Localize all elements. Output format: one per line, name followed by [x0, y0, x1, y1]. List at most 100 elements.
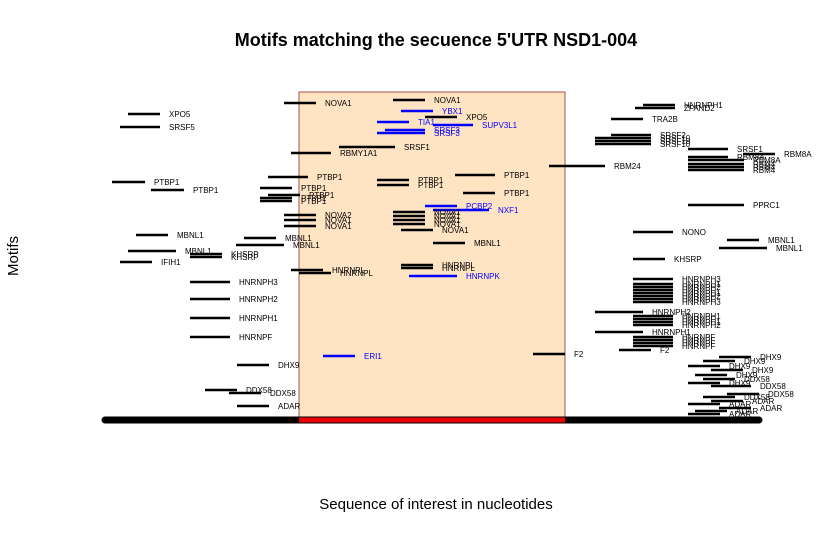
motif-label: MBNL1: [474, 239, 501, 248]
motif-label: PTBP1: [418, 181, 444, 190]
motif-label: TRA2B: [652, 115, 678, 124]
motif-label: HNRNPF: [682, 295, 715, 304]
motif-label: HNRNPF: [682, 342, 715, 351]
motif-label: HNRNPH1: [652, 328, 691, 337]
motif-label: HNRNPL: [332, 266, 365, 275]
motif-label: HNRNPH1: [682, 289, 721, 298]
motif-label: DDX58: [744, 393, 770, 402]
motif-label: SRSF3: [434, 126, 460, 135]
motif-label: MBNL1: [776, 244, 803, 253]
motif-label: MBNL1: [285, 234, 312, 243]
motif-label: PTBP1: [301, 194, 327, 203]
motif-label: HNRNPH3: [239, 278, 278, 287]
motif-label: NOVA1: [434, 208, 461, 217]
motif-label: PTBP1: [504, 189, 530, 198]
motif-label: HNRNPF: [682, 333, 715, 342]
motif-layer: XPO5SRSF5PTBP1PTBP1MBNL1MBNL1IFIH1KHSRPK…: [112, 96, 812, 419]
motif-label: DHX9: [760, 353, 782, 362]
region-of-interest: [298, 91, 566, 420]
motif-label: PCBP2: [466, 202, 493, 211]
motif-label: ERI1: [364, 352, 382, 361]
motif-label: SRSF3: [434, 129, 460, 138]
motif-label: DDX58: [744, 375, 770, 384]
motif-label: HNRNPF: [239, 333, 272, 342]
motif-label: RBM8A: [753, 156, 781, 165]
motif-label: SUPV3L1: [482, 121, 518, 130]
motif-label: KHSRP: [674, 255, 702, 264]
motif-label: HNRNPH1: [682, 312, 721, 321]
chart-title: Motifs matching the secuence 5'UTR NSD1-…: [235, 30, 637, 50]
motif-label: RBM4: [753, 163, 776, 172]
motif-label: HNRNPH3: [682, 298, 721, 307]
motif-label: PTBP1: [154, 178, 180, 187]
motif-label: DHX9: [736, 371, 758, 380]
motif-label: HNRNPH2: [682, 283, 721, 292]
y-axis-label: Motifs: [5, 236, 22, 276]
motif-label: HNRNPF: [682, 315, 715, 324]
motif-label: KHSRP: [231, 250, 259, 259]
motif-label: DHX9: [744, 357, 766, 366]
motif-label: ADAR: [729, 410, 751, 419]
motif-label: NOVA1: [434, 220, 461, 229]
motif-label: SRSF5: [169, 123, 195, 132]
motif-label: ADAR: [760, 404, 782, 413]
motif-label: PTBP1: [317, 173, 343, 182]
motif-label: HNRNPL: [442, 264, 475, 273]
motif-label: DHX9: [278, 361, 300, 370]
motif-label: HNRNPH2: [239, 295, 278, 304]
motif-label: F2: [574, 350, 584, 359]
motif-label: DDX58: [768, 390, 794, 399]
motif-label: HNRNPH1: [684, 101, 723, 110]
motif-label: DHX9: [729, 362, 751, 371]
motif-label: SRSF1: [404, 143, 430, 152]
motif-label: HNRNPH3: [682, 275, 721, 284]
motif-label: PTBP1: [504, 171, 530, 180]
motif-label: ADAR: [729, 400, 751, 409]
motif-label: NOVA1: [325, 216, 352, 225]
motif-label: HNRNPH2: [682, 321, 721, 330]
motif-label: NOVA1: [434, 216, 461, 225]
motif-label: MBNL1: [185, 247, 212, 256]
motif-label: ADAR: [736, 407, 758, 416]
motif-label: HNRNPL: [340, 269, 373, 278]
motif-label: XPO5: [466, 113, 488, 122]
motif-label: PTBP1: [301, 197, 327, 206]
motif-label: ADAR: [278, 402, 300, 411]
motif-label: NOVA1: [325, 99, 352, 108]
motif-label: ZFAND2: [684, 104, 715, 113]
motif-label: PTBP1: [418, 176, 444, 185]
x-axis-label: Sequence of interest in nucleotides: [319, 496, 553, 513]
motif-label: IFIH1: [161, 258, 181, 267]
motif-label: YBX1: [442, 107, 463, 116]
motif-label: SRSF10: [660, 140, 691, 149]
motif-label: DDX58: [760, 382, 786, 391]
motif-label: PPRC1: [753, 201, 780, 210]
motif-label: HNRNPH1: [239, 314, 278, 323]
motif-label: RBM8A: [737, 153, 765, 162]
motif-label: TIA1: [418, 118, 435, 127]
motif-label: SRSF10: [660, 134, 691, 143]
motif-label: NOVA1: [442, 226, 469, 235]
motif-label: HNRNPH1: [682, 318, 721, 327]
motif-label: HNRNPL: [442, 261, 475, 270]
motif-label: NOVA1: [434, 212, 461, 221]
motif-label: HNRNPF: [682, 286, 715, 295]
motif-label: NOVA1: [434, 96, 461, 105]
motif-label: RBMY1A1: [340, 149, 378, 158]
motif-label: PTBP1: [301, 184, 327, 193]
motif-label: SRSF1: [737, 145, 763, 154]
motif-label: SRSF10: [660, 137, 691, 146]
motif-label: NOVA2: [325, 211, 352, 220]
motif-label: MBNL1: [293, 241, 320, 250]
motif-label: HNRNPH1: [682, 280, 721, 289]
motif-label: RBM8A: [784, 150, 812, 159]
motif-label: DHX9: [729, 379, 751, 388]
motif-label: HNRNPF: [682, 339, 715, 348]
motif-label: RBM4: [753, 166, 776, 175]
motif-label: NONO: [682, 228, 706, 237]
motif-label: DDX58: [270, 389, 296, 398]
motif-label: MBNL1: [768, 236, 795, 245]
motif-label: RBM4: [753, 160, 776, 169]
motif-label: KHSRP: [231, 253, 259, 262]
